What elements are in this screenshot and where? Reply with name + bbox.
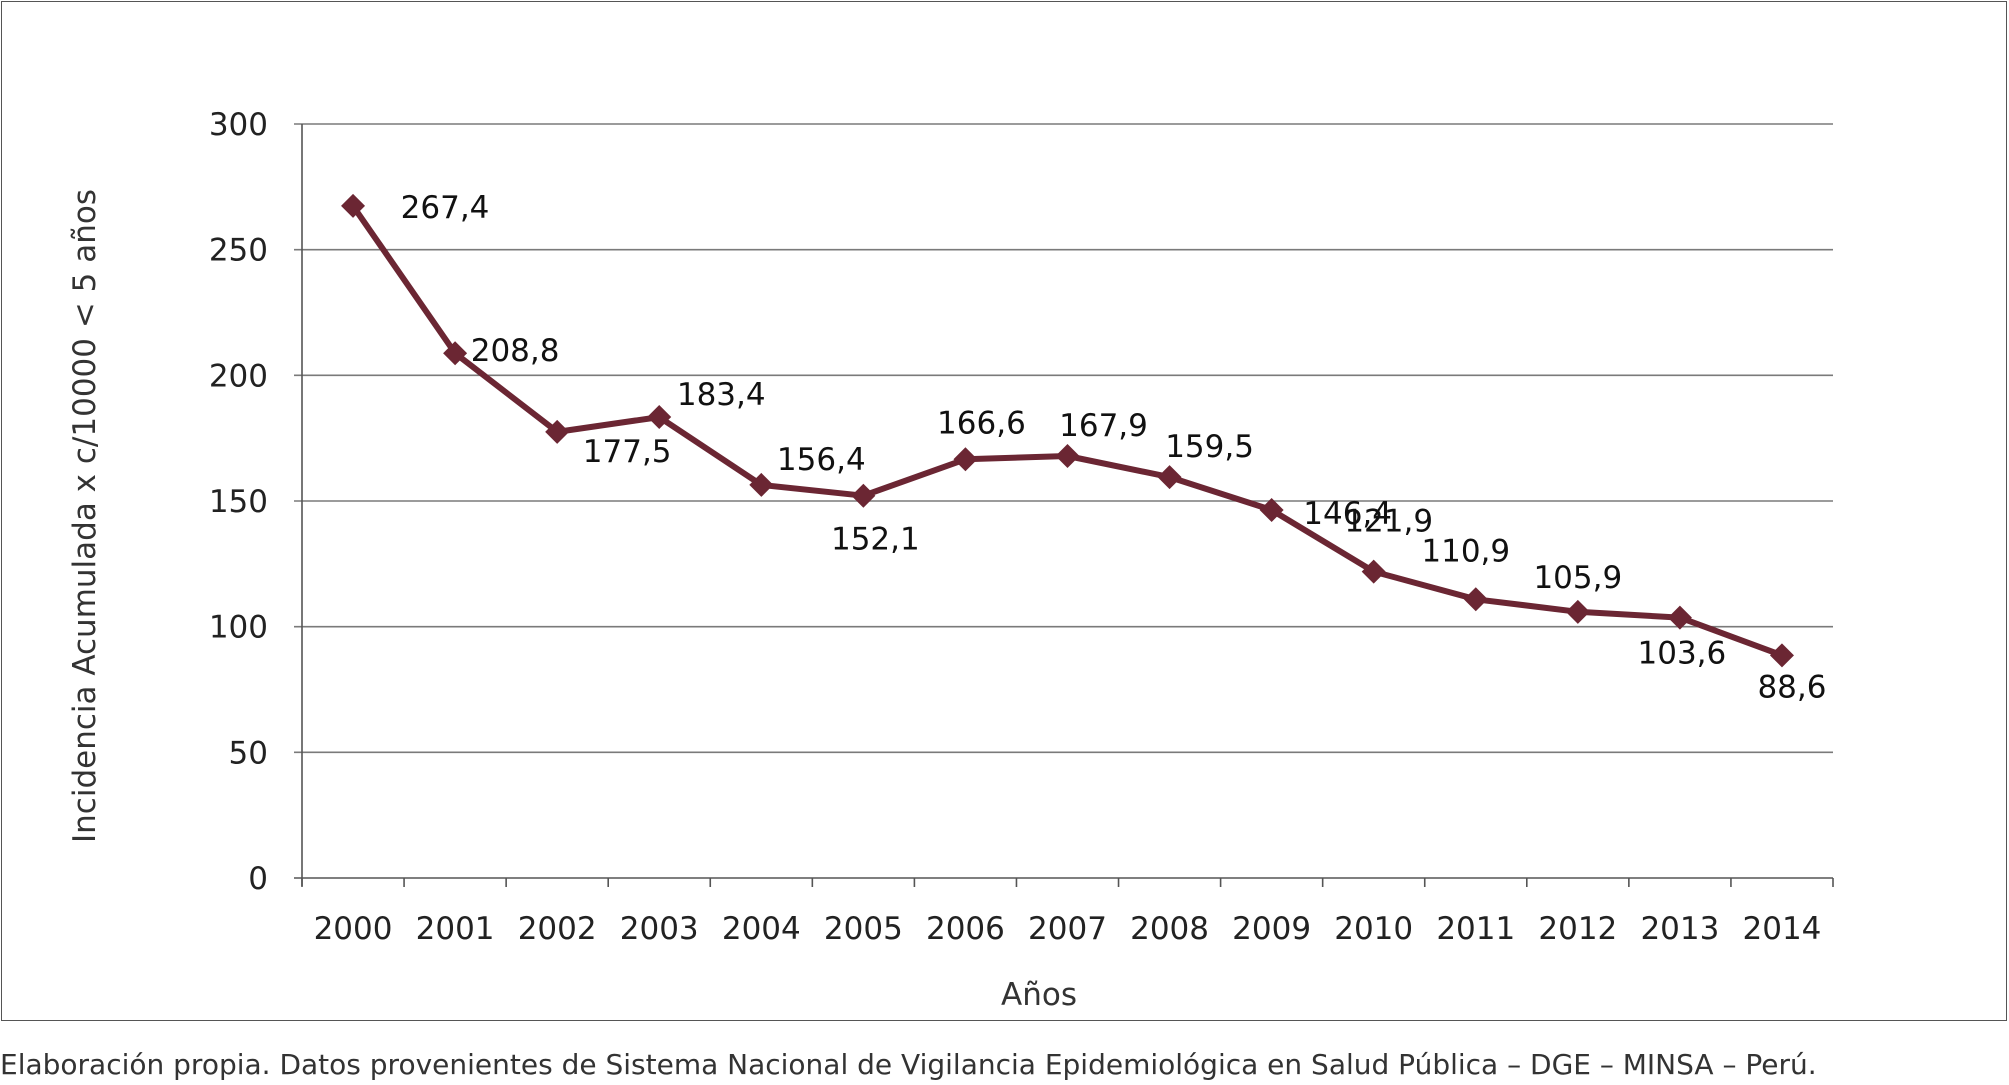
x-tick-label: 2006 [926, 911, 1005, 947]
y-tick-label: 100 [209, 610, 268, 646]
data-label-2006: 166,6 [937, 405, 1026, 441]
data-point-2005 [851, 483, 876, 508]
x-tick-label: 2011 [1436, 911, 1515, 947]
data-point-2004 [749, 472, 774, 497]
data-label-2012: 105,9 [1533, 560, 1622, 596]
line-chart: 0 50 100 150 200 250 300 2000 2001 2002 2003 2004 20… [67, 107, 1834, 1013]
y-tick-label: 150 [209, 484, 268, 520]
data-point-2001 [443, 341, 468, 366]
y-tick-label: 250 [209, 233, 268, 269]
x-tick-label: 2014 [1743, 911, 1822, 947]
x-tick-label: 2003 [620, 911, 699, 947]
data-point-2007 [1055, 444, 1080, 469]
y-axis-title: Incidencia Acumulada x c/10000 < 5 años [67, 189, 103, 843]
data-label-2001: 208,8 [471, 333, 560, 369]
data-label-2005: 152,1 [831, 522, 920, 558]
x-tick-label: 2009 [1232, 911, 1311, 947]
data-label-2004: 156,4 [777, 442, 866, 478]
data-point-2010 [1361, 559, 1386, 584]
data-label-2003: 183,4 [677, 377, 766, 413]
source-note: Elaboración propia. Datos provenientes d… [0, 1048, 1817, 1081]
data-label-2002: 177,5 [583, 434, 672, 470]
x-tick-label: 2007 [1028, 911, 1107, 947]
data-point-2014 [1769, 643, 1794, 668]
y-tick-label: 50 [229, 735, 268, 771]
data-label-2010: 121,9 [1344, 504, 1433, 540]
data-point-2000 [341, 193, 366, 218]
data-point-2013 [1667, 605, 1692, 630]
data-point-2006 [953, 447, 978, 472]
data-point-2009 [1259, 498, 1284, 523]
x-tick-label: 2008 [1130, 911, 1209, 947]
x-axis-title: Años [1001, 977, 1077, 1013]
x-tick-label: 2002 [518, 911, 597, 947]
data-point-2011 [1463, 587, 1488, 612]
data-label-2011: 110,9 [1421, 533, 1510, 569]
axes: 0 50 100 150 200 250 300 2000 2001 2002 2003 2004 20… [209, 107, 1834, 947]
data-point-2002 [545, 419, 570, 444]
series-incidencia [341, 193, 1794, 668]
x-tick-label: 2013 [1640, 911, 1719, 947]
data-label-2009: 146,4 [1303, 496, 1392, 532]
x-tick-label: 2005 [824, 911, 903, 947]
data-point-2012 [1565, 599, 1590, 624]
y-tick-label: 200 [209, 358, 268, 394]
x-tick-label: 2004 [722, 911, 801, 947]
y-tick-label: 300 [209, 107, 268, 143]
data-point-2003 [647, 405, 672, 430]
x-tick-label: 2012 [1538, 911, 1617, 947]
x-tick-label: 2010 [1334, 911, 1413, 947]
chart-frame [1, 1, 2007, 1021]
x-tick-label: 2001 [416, 911, 495, 947]
data-point-2008 [1157, 465, 1182, 490]
data-label-2000: 267,4 [401, 190, 490, 226]
data-label-2014: 88,6 [1757, 669, 1826, 705]
data-label-2008: 159,5 [1165, 429, 1254, 465]
data-label-2007: 167,9 [1059, 408, 1148, 444]
gridlines [294, 123, 1833, 754]
x-tick-label: 2000 [314, 911, 393, 947]
y-tick-label: 0 [248, 861, 268, 897]
data-label-2013: 103,6 [1638, 636, 1727, 672]
